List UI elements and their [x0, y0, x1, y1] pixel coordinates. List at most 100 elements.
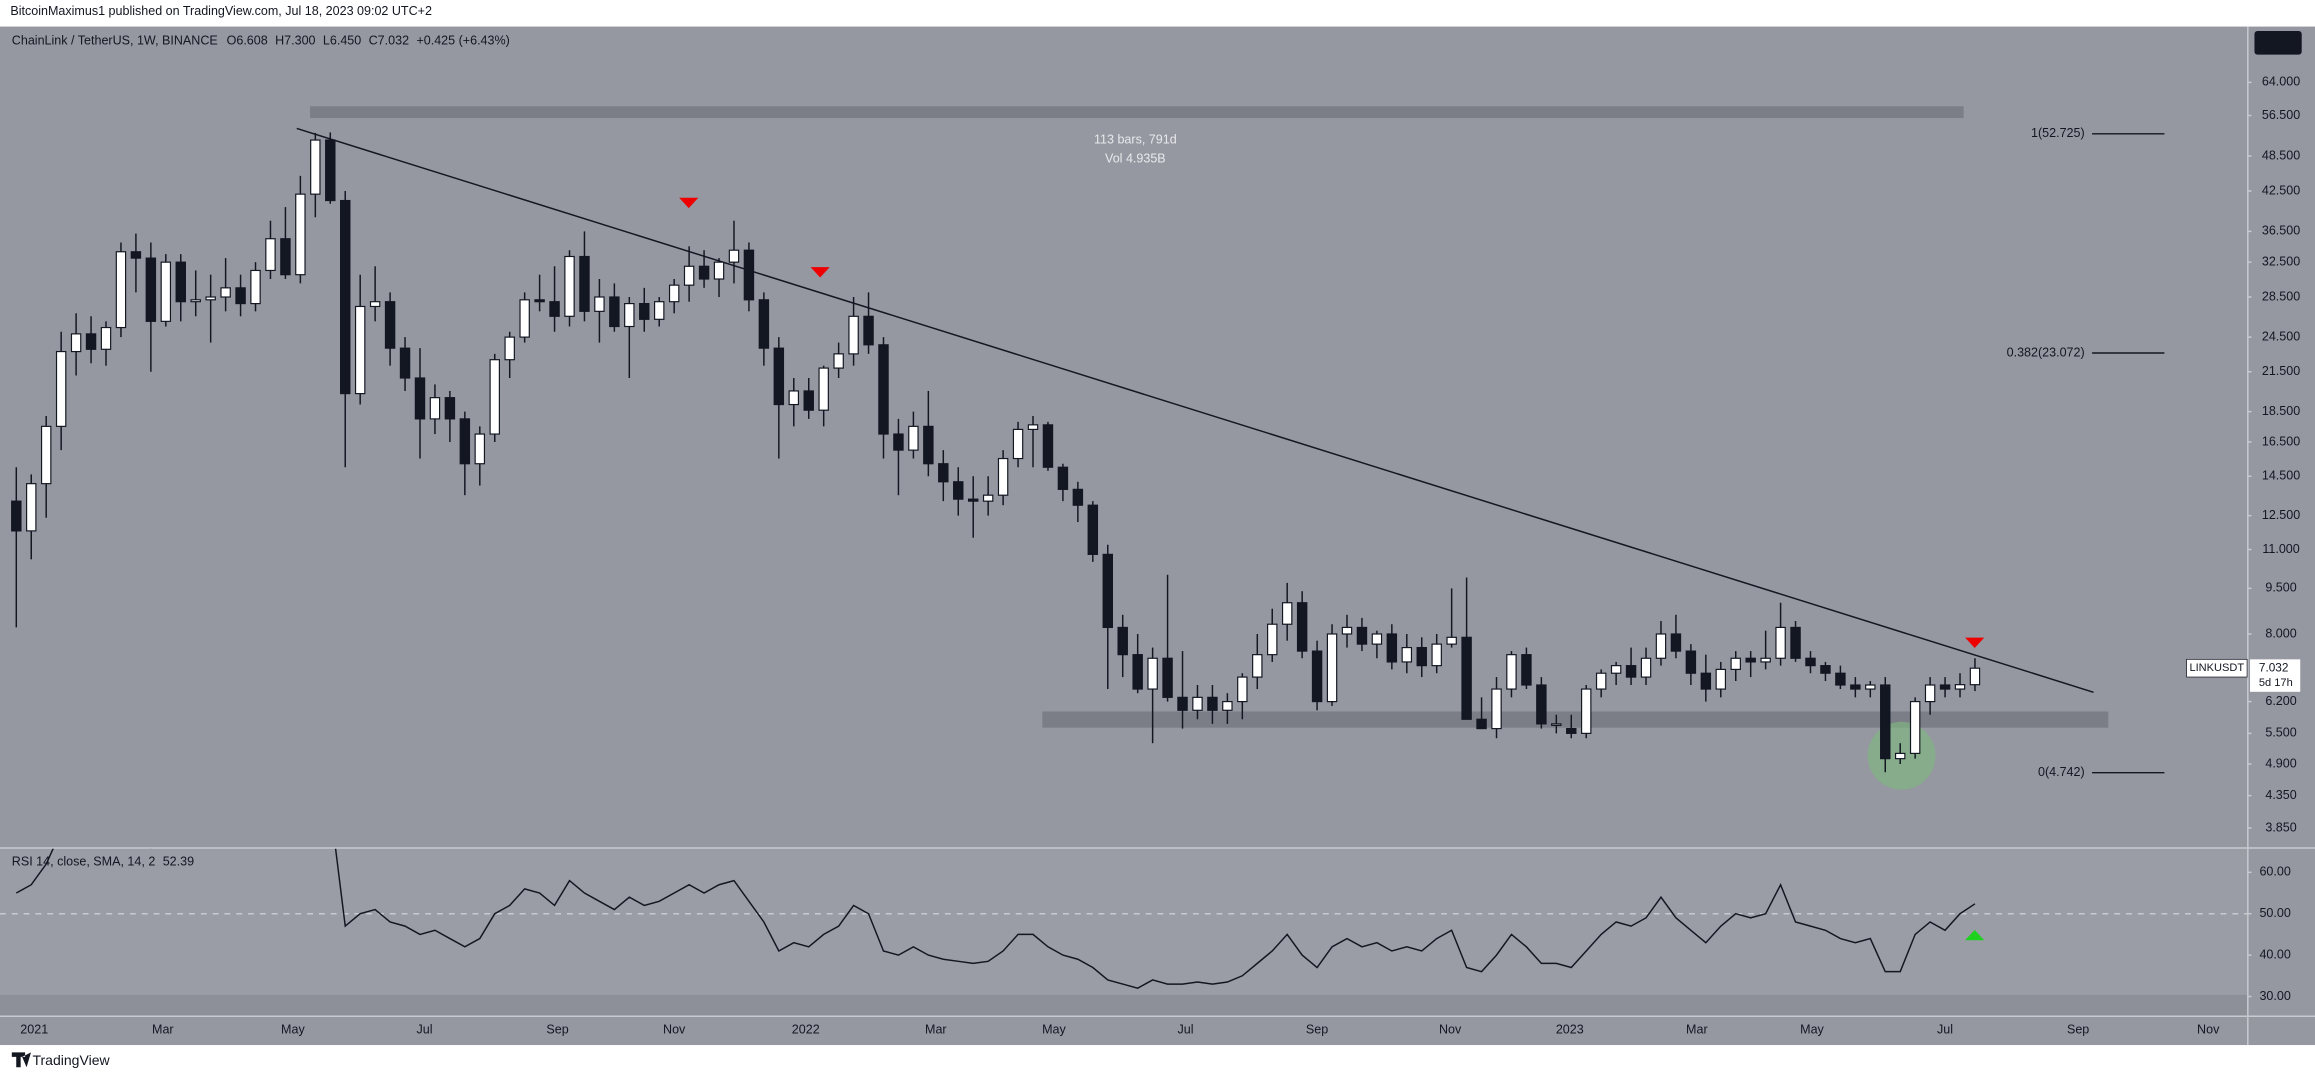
candle-body [474, 433, 486, 465]
candle-body [1595, 672, 1607, 690]
y-tick-label: 14.500 [2262, 469, 2300, 483]
candle-body [1506, 654, 1517, 690]
y-tick-label: 56.500 [2262, 108, 2300, 122]
symbol-title: ChainLink / TetherUS, 1W, BINANCE [12, 34, 218, 48]
ohlc-value: O6.608 [227, 34, 268, 48]
candle-body [609, 296, 620, 328]
candle-body [250, 269, 261, 305]
candle-body [235, 287, 246, 305]
candle-body [190, 299, 201, 303]
y-tick-label: 5.500 [2265, 726, 2296, 740]
candle-body [653, 301, 665, 320]
footer-brand: TradingView [32, 1052, 110, 1068]
candle-body [1566, 727, 1577, 734]
candle-body [1760, 657, 1771, 663]
candle-body [1580, 688, 1592, 734]
candle-body [953, 481, 964, 500]
candle-body [549, 301, 560, 317]
ohlc-value: C7.032 [369, 34, 409, 48]
y-tick-label: 28.500 [2262, 289, 2300, 303]
candle-body [982, 494, 994, 502]
candle-body [145, 257, 157, 322]
y-tick-label: 48.500 [2262, 148, 2300, 162]
rsi-pane [0, 848, 2248, 989]
candle-body [1222, 700, 1233, 711]
candle-body [1356, 626, 1368, 645]
rsi-tick-label: 40.00 [2259, 947, 2290, 961]
candle-body [878, 344, 889, 435]
annotation: 113 bars, 791d [1094, 133, 1177, 147]
candle-body [11, 500, 22, 532]
candle-body [1700, 672, 1712, 690]
candle-body [743, 249, 755, 301]
settings-button[interactable] [2254, 30, 2302, 55]
candle-body [1730, 657, 1741, 670]
x-tick-label: Jul [416, 1023, 432, 1037]
candle-body [1880, 684, 1891, 760]
x-tick-label: May [1800, 1023, 1824, 1037]
candle-body [1341, 626, 1353, 635]
rsi-bg [0, 848, 2248, 1016]
x-tick-label: Sep [2067, 1023, 2089, 1037]
candle-body [564, 255, 575, 317]
candle-body [967, 498, 979, 502]
candle-body [1446, 636, 1457, 645]
candle-body [1715, 668, 1727, 690]
candle-body [1610, 665, 1622, 674]
x-tick-label: Mar [152, 1023, 174, 1037]
trendline [296, 127, 2094, 693]
candle-body [414, 377, 426, 420]
candle-body [863, 315, 874, 346]
candle-body [594, 296, 605, 312]
candle-body [1177, 696, 1188, 711]
candle-body [848, 315, 859, 355]
rsi-tick-label: 50.00 [2259, 906, 2290, 920]
red-arrow [679, 197, 699, 209]
rsi-value: 52.39 [163, 854, 194, 868]
candle-body [1207, 696, 1218, 711]
candle-body [399, 347, 411, 379]
candle-body [1147, 657, 1158, 690]
candle-body [1252, 654, 1263, 678]
candle-body [429, 397, 441, 420]
candle-body [26, 483, 37, 532]
y-tick-label: 8.000 [2265, 626, 2296, 640]
candle-body [773, 347, 785, 406]
rsi-tick-label: 30.00 [2259, 989, 2290, 1003]
candle-body [1865, 684, 1876, 690]
candle-body [1461, 636, 1472, 720]
candle-body [923, 425, 934, 465]
candle-body [1685, 650, 1697, 674]
y-tick-label: 9.500 [2265, 581, 2296, 595]
candle-body [728, 249, 740, 263]
y-tick-label: 18.500 [2262, 404, 2300, 418]
candle-body [1476, 718, 1487, 730]
y-tick-label: 4.350 [2265, 788, 2296, 802]
price-pane [11, 106, 2109, 790]
y-tick-label: 36.500 [2262, 224, 2300, 238]
x-tick-label: Mar [1686, 1023, 1708, 1037]
candle-body [1939, 684, 1951, 690]
candle-body [325, 139, 336, 202]
candle-body [833, 353, 844, 369]
x-tick-label: Mar [925, 1023, 947, 1037]
candle-body [1416, 646, 1427, 667]
candle-body [55, 350, 67, 427]
candle-body [205, 296, 216, 301]
candle-body [579, 255, 590, 312]
x-tick-label: Jul [1178, 1023, 1194, 1037]
ohlc-value: H7.300 [275, 34, 315, 48]
publisher-text: BitcoinMaximus1 published on TradingView… [10, 4, 432, 18]
y-tick-label: 3.850 [2265, 820, 2296, 834]
candle-body [459, 418, 471, 465]
candle-body [683, 265, 695, 286]
candle-body [1132, 654, 1143, 690]
candle-body [489, 359, 500, 435]
fib-label: 1(52.725) [2031, 126, 2085, 140]
candle-body [504, 336, 515, 361]
x-tick-label: 2022 [792, 1023, 820, 1037]
candle-body [85, 333, 97, 350]
candle-body [713, 261, 725, 280]
candle-body [1820, 665, 1831, 674]
